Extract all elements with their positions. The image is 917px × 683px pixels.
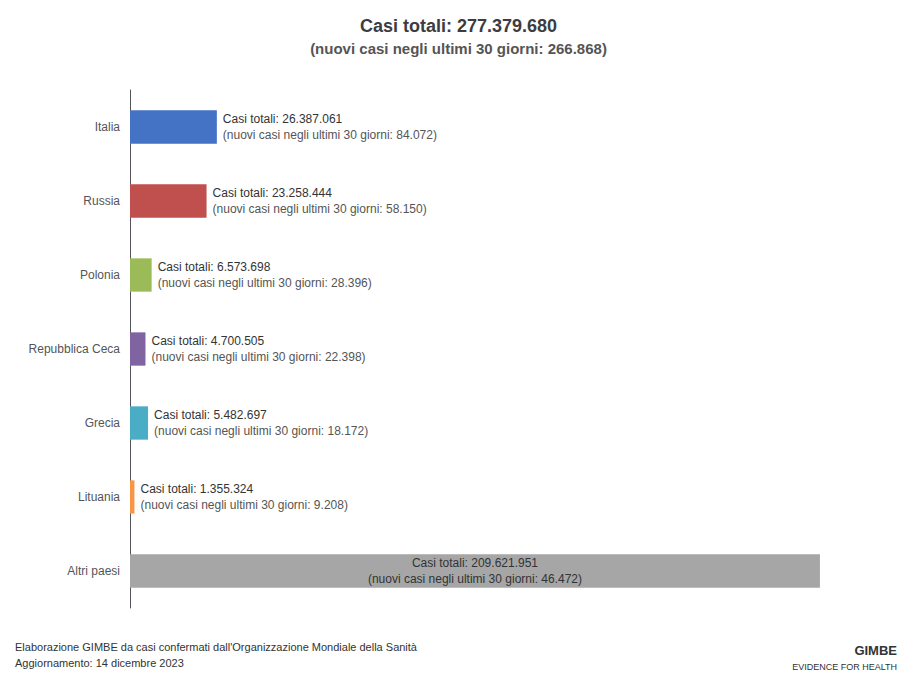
svg-text:Casi totali: 23.258.444: Casi totali: 23.258.444: [213, 186, 333, 200]
svg-text:Casi totali: 26.387.061: Casi totali: 26.387.061: [223, 112, 343, 126]
svg-text:Casi totali: 277.379.680: Casi totali: 277.379.680: [360, 16, 557, 36]
svg-text:(nuovi casi negli ultimi 30 gi: (nuovi casi negli ultimi 30 giorni: 28.3…: [158, 276, 372, 290]
svg-text:(nuovi casi negli ultimi 30 gi: (nuovi casi negli ultimi 30 giorni: 18.1…: [154, 424, 368, 438]
svg-text:GIMBE: GIMBE: [854, 643, 897, 658]
svg-text:Russia: Russia: [83, 194, 120, 208]
svg-text:Altri paesi: Altri paesi: [67, 564, 120, 578]
svg-text:Polonia: Polonia: [80, 268, 120, 282]
svg-text:Aggiornamento: 14 dicembre 202: Aggiornamento: 14 dicembre 2023: [15, 657, 184, 669]
svg-text:Casi totali: 6.573.698: Casi totali: 6.573.698: [158, 260, 271, 274]
svg-text:(nuovi casi negli ultimi 30 gi: (nuovi casi negli ultimi 30 giorni: 22.3…: [151, 350, 365, 364]
svg-text:Repubblica Ceca: Repubblica Ceca: [29, 342, 121, 356]
svg-text:Casi totali: 4.700.505: Casi totali: 4.700.505: [151, 334, 264, 348]
svg-text:Casi totali: 1.355.324: Casi totali: 1.355.324: [140, 482, 253, 496]
svg-text:Casi totali: 209.621.951: Casi totali: 209.621.951: [412, 556, 538, 570]
svg-text:EVIDENCE FOR HEALTH: EVIDENCE FOR HEALTH: [792, 662, 897, 672]
svg-text:(nuovi casi negli ultimi 30 gi: (nuovi casi negli ultimi 30 giorni: 9.20…: [140, 498, 347, 512]
svg-text:(nuovi casi negli ultimi 30 gi: (nuovi casi negli ultimi 30 giorni: 58.1…: [213, 202, 427, 216]
svg-text:Lituania: Lituania: [78, 490, 120, 504]
svg-text:(nuovi casi negli ultimi 30 gi: (nuovi casi negli ultimi 30 giorni: 46.4…: [368, 572, 582, 586]
svg-text:Italia: Italia: [95, 120, 121, 134]
svg-text:Casi totali: 5.482.697: Casi totali: 5.482.697: [154, 408, 267, 422]
svg-text:Elaborazione GIMBE da casi con: Elaborazione GIMBE da casi confermati da…: [15, 641, 418, 653]
svg-text:Grecia: Grecia: [85, 416, 121, 430]
svg-text:(nuovi casi negli ultimi 30 gi: (nuovi casi negli ultimi 30 giorni: 84.0…: [223, 128, 437, 142]
svg-text:(nuovi casi negli ultimi 30 gi: (nuovi casi negli ultimi 30 giorni: 266.…: [310, 40, 607, 57]
